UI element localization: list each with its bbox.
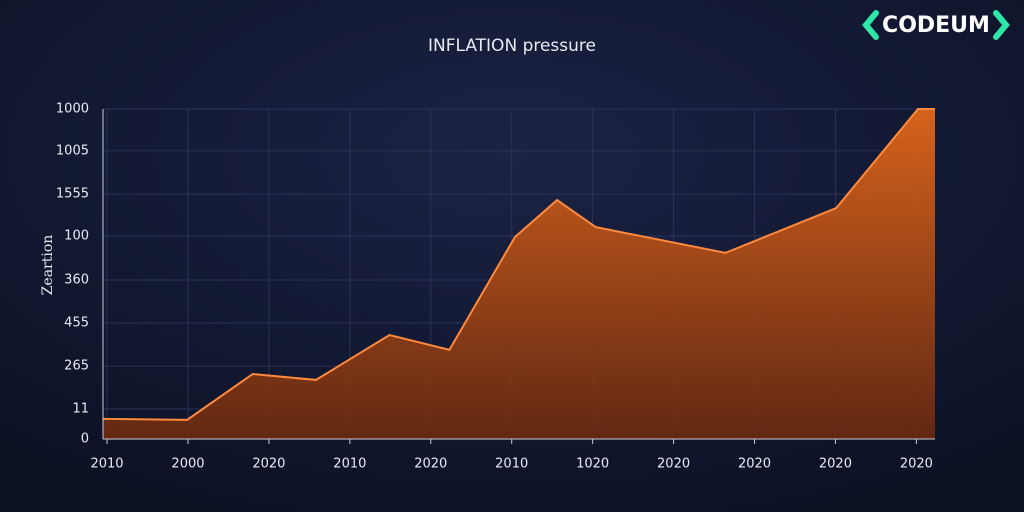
y-tick-label: 0 (81, 432, 89, 447)
x-tick-label: 2020 (252, 457, 285, 472)
y-tick-label: 265 (64, 359, 89, 374)
y-tick-label: 455 (64, 315, 89, 330)
x-tick-label: 2010 (333, 457, 366, 472)
y-tick-label: 100 (64, 229, 89, 244)
x-tick-label: 2010 (90, 457, 123, 472)
logo: CODEUM (862, 10, 1010, 40)
y-tick-label: 1000 (56, 102, 89, 117)
area (103, 109, 935, 439)
logo-bracket (862, 10, 879, 40)
x-tick-label: 1020 (576, 457, 609, 472)
logo-text: CODEUM (882, 13, 990, 38)
x-tick-label: 2020 (900, 457, 933, 472)
x-tick-label: 2020 (819, 457, 852, 472)
y-tick-label: 11 (72, 401, 89, 416)
y-axis-label: Zeartion (40, 235, 56, 296)
line (102, 108, 935, 421)
chart-title: INFLATION pressure (428, 36, 596, 56)
logo-bracket (993, 10, 1010, 40)
x-tick-label: 2020 (657, 457, 690, 472)
y-tick-label: 1005 (56, 143, 89, 158)
x-tick-label: 2010 (495, 457, 528, 472)
x-tick-label: 2000 (171, 457, 204, 472)
y-tick-label: 360 (64, 272, 89, 287)
y-tick-label: 1555 (56, 187, 89, 202)
x-tick-label: 2020 (738, 457, 771, 472)
x-tick-label: 2020 (414, 457, 447, 472)
